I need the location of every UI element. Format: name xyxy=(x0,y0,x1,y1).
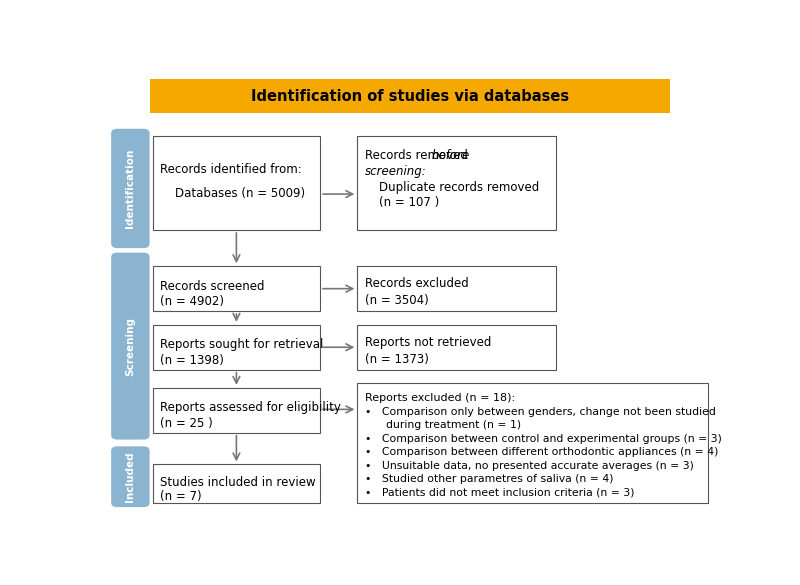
Text: •   Patients did not meet inclusion criteria (n = 3): • Patients did not meet inclusion criter… xyxy=(365,488,634,498)
Text: Reports not retrieved: Reports not retrieved xyxy=(365,336,491,349)
Text: Identification: Identification xyxy=(126,149,135,228)
Text: Studies included in review: Studies included in review xyxy=(160,476,316,488)
FancyBboxPatch shape xyxy=(358,325,556,370)
FancyBboxPatch shape xyxy=(153,325,320,370)
Text: Screening: Screening xyxy=(126,316,135,376)
Text: Identification of studies via databases: Identification of studies via databases xyxy=(251,89,569,104)
FancyBboxPatch shape xyxy=(358,136,556,230)
Text: Reports excluded (n = 18):: Reports excluded (n = 18): xyxy=(365,393,515,403)
Text: Records excluded: Records excluded xyxy=(365,277,469,290)
FancyBboxPatch shape xyxy=(150,79,670,113)
Text: •   Unsuitable data, no presented accurate averages (n = 3): • Unsuitable data, no presented accurate… xyxy=(365,461,694,471)
Text: (n = 7): (n = 7) xyxy=(160,490,202,504)
Text: •   Comparison between different orthodontic appliances (n = 4): • Comparison between different orthodont… xyxy=(365,447,718,457)
FancyBboxPatch shape xyxy=(111,253,150,439)
Text: •   Comparison only between genders, change not been studied: • Comparison only between genders, chang… xyxy=(365,407,716,417)
FancyBboxPatch shape xyxy=(358,383,708,503)
Text: (n = 107 ): (n = 107 ) xyxy=(379,197,439,209)
FancyBboxPatch shape xyxy=(153,136,320,230)
Text: Reports sought for retrieval: Reports sought for retrieval xyxy=(160,338,323,351)
Text: •   Comparison between control and experimental groups (n = 3): • Comparison between control and experim… xyxy=(365,433,722,443)
FancyBboxPatch shape xyxy=(358,266,556,311)
Text: Records identified from:: Records identified from: xyxy=(160,163,302,176)
Text: before: before xyxy=(431,149,470,162)
Text: Reports assessed for eligibility: Reports assessed for eligibility xyxy=(160,401,341,414)
FancyBboxPatch shape xyxy=(153,266,320,311)
Text: (n = 1373): (n = 1373) xyxy=(365,353,429,366)
Text: (n = 3504): (n = 3504) xyxy=(365,294,429,307)
Text: Records screened: Records screened xyxy=(160,280,265,292)
Text: Records removed: Records removed xyxy=(365,149,471,162)
Text: (n = 4902): (n = 4902) xyxy=(160,295,224,308)
Text: Included: Included xyxy=(126,452,135,502)
Text: screening:: screening: xyxy=(365,165,426,178)
Text: Duplicate records removed: Duplicate records removed xyxy=(379,181,539,194)
FancyBboxPatch shape xyxy=(153,464,320,503)
FancyBboxPatch shape xyxy=(111,129,150,248)
Text: during treatment (n = 1): during treatment (n = 1) xyxy=(365,420,521,430)
Text: (n = 25 ): (n = 25 ) xyxy=(160,417,213,430)
FancyBboxPatch shape xyxy=(153,388,320,433)
Text: •   Studied other parametres of saliva (n = 4): • Studied other parametres of saliva (n … xyxy=(365,474,614,484)
Text: (n = 1398): (n = 1398) xyxy=(160,354,224,367)
FancyBboxPatch shape xyxy=(111,446,150,507)
Text: Databases (n = 5009): Databases (n = 5009) xyxy=(160,187,306,200)
